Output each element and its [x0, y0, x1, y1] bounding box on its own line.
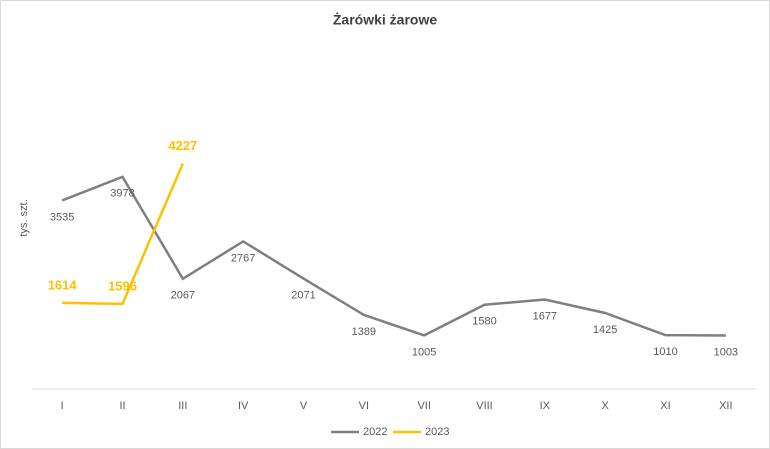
x-tick-label: XII: [719, 400, 732, 412]
x-tick-label: VII: [417, 400, 430, 412]
x-tick-label: VIII: [476, 400, 493, 412]
data-label: 1389: [352, 326, 376, 338]
x-tick-label: IX: [540, 400, 551, 412]
data-label: 1596: [108, 278, 137, 293]
x-tick-label: XI: [660, 400, 670, 412]
series-line: [62, 163, 184, 306]
data-label: 1425: [593, 324, 617, 336]
data-label: 2067: [171, 290, 195, 302]
x-tick-label: II: [119, 400, 125, 412]
legend-label: 2023: [425, 426, 449, 438]
x-tick-label: V: [300, 400, 308, 412]
data-label: 3535: [50, 211, 74, 223]
data-label: 1003: [714, 346, 738, 358]
data-label: 2767: [231, 252, 255, 264]
data-label: 1580: [472, 316, 496, 328]
x-tick-label: I: [61, 400, 64, 412]
data-label: 1614: [48, 277, 78, 292]
data-label: 4227: [168, 138, 197, 153]
chart-title: Żarówki żarowe: [333, 12, 437, 28]
data-label: 3978: [110, 188, 134, 200]
data-label: 2071: [291, 289, 315, 301]
data-label: 1677: [533, 310, 557, 322]
legend-label: 2022: [363, 426, 387, 438]
x-tick-label: IV: [238, 400, 249, 412]
x-tick-label: X: [601, 400, 609, 412]
series-line: [61, 175, 726, 337]
y-axis-label: tys. szt.: [18, 199, 30, 236]
x-tick-label: VI: [359, 400, 369, 412]
data-label: 1010: [653, 346, 677, 358]
x-tick-label: III: [178, 400, 187, 412]
data-label: 1005: [412, 346, 436, 358]
